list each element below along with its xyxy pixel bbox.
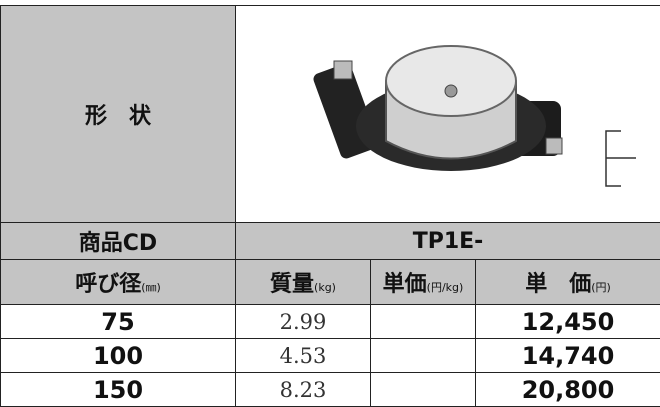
header-label: 呼び径 [75, 272, 141, 297]
price: 20,800 [476, 373, 660, 407]
header-cell: 呼び径(㎜) [1, 260, 236, 305]
unit-price [371, 339, 476, 373]
header-unit: (kg) [314, 281, 336, 294]
product-code-label: 商品CD [1, 223, 236, 260]
size: 150 [1, 373, 236, 407]
size: 100 [1, 339, 236, 373]
header-label: 単価 [383, 272, 427, 297]
price: 12,450 [476, 305, 660, 339]
shape-label: 形 状 [1, 6, 236, 223]
header-cell: 質量(kg) [236, 260, 371, 305]
header-unit: (円/kg) [427, 281, 464, 294]
header-unit: (円) [591, 281, 611, 294]
mass: 2.99 [236, 305, 371, 339]
product-image [236, 6, 660, 216]
mass: 8.23 [236, 373, 371, 407]
unit-price [371, 305, 476, 339]
header-label: 単 価 [525, 272, 591, 297]
product-table: 形 状 商品CD TP1E- 呼び径(㎜)質量(kg)単価(円/kg)単 価(円… [0, 5, 660, 407]
mass: 4.53 [236, 339, 371, 373]
price: 14,740 [476, 339, 660, 373]
product-code-value: TP1E- [236, 223, 660, 260]
header-cell: 単 価(円) [476, 260, 660, 305]
size: 75 [1, 305, 236, 339]
header-cell: 単価(円/kg) [371, 260, 476, 305]
product-image-cell [236, 6, 660, 223]
header-label: 質量 [270, 272, 314, 297]
unit-price [371, 373, 476, 407]
header-unit: (㎜) [141, 281, 161, 294]
